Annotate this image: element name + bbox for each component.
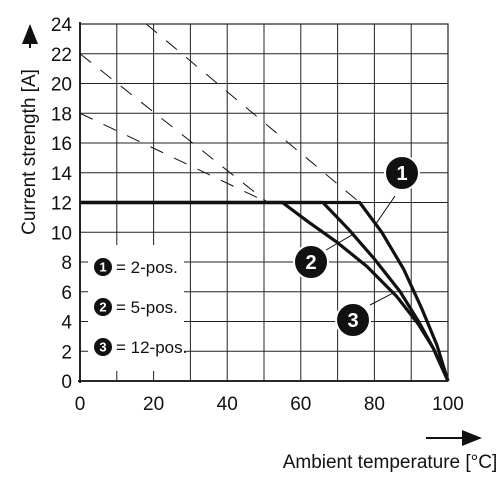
series-badge-number: 1 <box>99 260 106 275</box>
y-tick-label: 8 <box>61 253 72 274</box>
series-badge-number: 2 <box>305 252 316 274</box>
y-axis-title: Current strength [A] <box>19 69 40 235</box>
x-tick-label: 40 <box>217 394 238 415</box>
series-badge-number: 1 <box>396 163 407 185</box>
x-tick-label: 80 <box>364 394 385 415</box>
series-badge-2 <box>293 244 329 280</box>
legend: 1 = 2-pos. 2 = 5-pos. 3 = 12-pos. <box>88 245 187 371</box>
y-axis-title-group: Current strength [A] <box>19 69 40 235</box>
reference-lines <box>79 23 361 203</box>
series-badge-3 <box>92 336 114 358</box>
series-line-1 <box>80 200 450 382</box>
reference-dashed-line-2 <box>79 53 268 203</box>
callout-leader-2 <box>325 234 352 251</box>
callout-leader-1 <box>375 195 396 224</box>
y-tick-label: 24 <box>51 15 73 36</box>
series-badge-number: 2 <box>99 300 106 315</box>
x-tick-label: 0 <box>75 394 86 415</box>
y-tick-label: 16 <box>51 134 72 155</box>
y-tick-label: 14 <box>51 164 73 185</box>
series-badge-number: 3 <box>99 340 106 355</box>
series-badge-1 <box>384 155 420 191</box>
y-tick-label: 22 <box>51 45 72 66</box>
callout-leader-3 <box>369 292 394 306</box>
y-tick-label: 6 <box>61 283 72 304</box>
x-tick-label: 60 <box>290 394 311 415</box>
axes <box>78 22 449 383</box>
legend-label-3: = 12-pos. <box>116 338 187 357</box>
legend-label-2: = 5-pos. <box>116 298 178 317</box>
y-tick-label: 12 <box>51 194 72 215</box>
y-tick-label: 0 <box>61 372 72 393</box>
series-lines <box>80 200 450 382</box>
x-tick-label: 100 <box>432 394 464 415</box>
series-callouts: 1 2 3 <box>293 155 420 338</box>
series-badge-3 <box>335 302 371 338</box>
x-axis-title: Ambient temperature [°C] <box>283 452 498 473</box>
x-tick-label: 20 <box>143 394 164 415</box>
y-tick-label: 10 <box>51 223 72 244</box>
series-badge-2 <box>92 296 114 318</box>
legend-label-1: = 2-pos. <box>116 258 178 277</box>
series-badge-1 <box>92 256 114 278</box>
y-tick-label: 4 <box>61 313 72 334</box>
series-line-3 <box>80 200 450 382</box>
reference-dashed-line-3 <box>79 112 268 203</box>
y-tick-label: 2 <box>61 342 72 363</box>
reference-dashed-line-1 <box>145 23 361 203</box>
y-tick-label: 18 <box>51 104 72 125</box>
series-badge-number: 3 <box>347 310 358 332</box>
y-tick-label: 20 <box>51 75 72 96</box>
